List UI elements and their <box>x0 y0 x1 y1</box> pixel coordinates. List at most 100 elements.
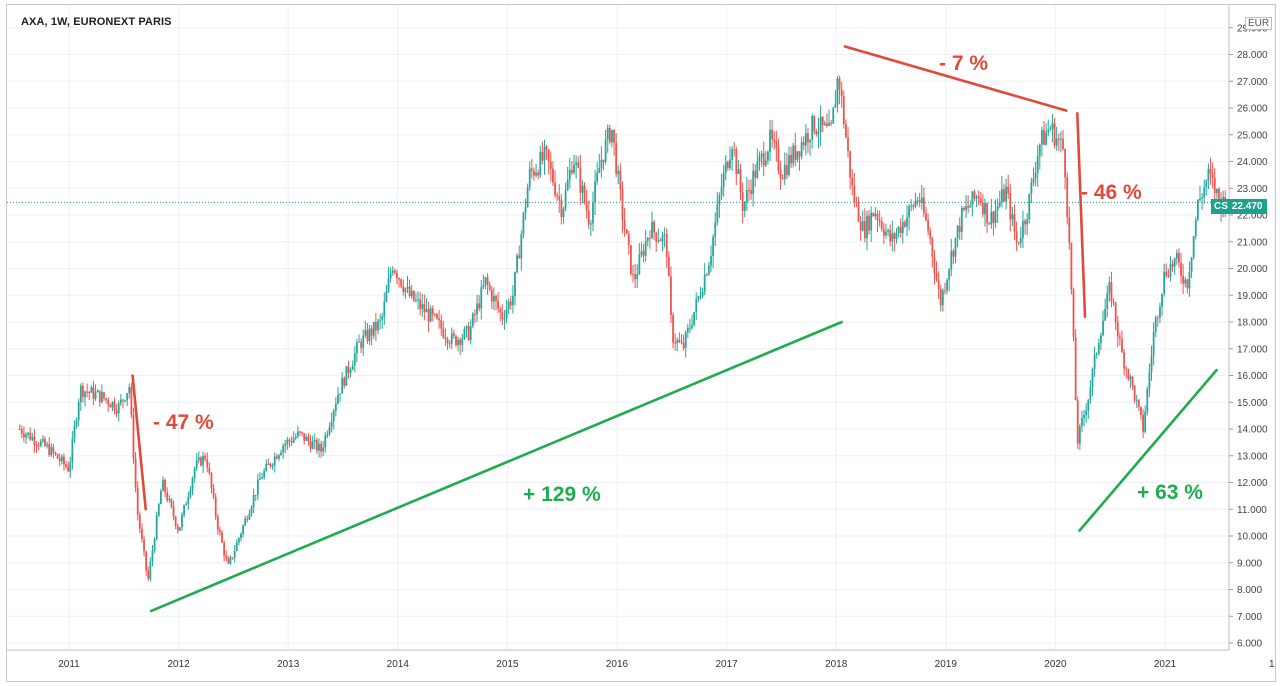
candle-body <box>301 432 304 434</box>
candle-body <box>448 343 451 345</box>
y-tick-label: 27.000 <box>1237 77 1268 88</box>
candle-body <box>442 328 445 338</box>
candle-body <box>452 333 455 336</box>
candle-body <box>731 149 733 160</box>
candle-body <box>916 200 919 202</box>
y-tick-label: 26.000 <box>1237 104 1268 115</box>
candle-body <box>1194 219 1197 237</box>
candle-body <box>151 550 154 563</box>
candle-body <box>897 227 900 234</box>
candle-body <box>389 272 392 279</box>
candle-body <box>425 308 428 313</box>
candle-body <box>598 168 601 173</box>
candle-body <box>1089 386 1092 400</box>
candle-body <box>611 129 613 143</box>
candle-body <box>615 142 618 175</box>
price-chart[interactable]: 6.000 7.000 8.000 9.000 10.000 11.000 12.000 13… <box>7 5 1275 681</box>
x-tick-label: 2013 <box>277 659 300 670</box>
candle-body <box>94 392 97 399</box>
candle-body <box>493 296 495 302</box>
candle-body <box>212 488 215 498</box>
candle-body <box>1182 275 1185 284</box>
candle-body <box>693 312 696 325</box>
y-tick-label: 15.000 <box>1237 398 1268 409</box>
candle-body <box>718 195 721 205</box>
candle-body <box>573 164 575 173</box>
candle-body <box>651 221 653 239</box>
candle-body <box>1142 415 1144 432</box>
candle-body <box>539 152 542 176</box>
candle-body <box>44 438 46 446</box>
candle-body <box>162 479 164 491</box>
candle-body <box>282 445 285 453</box>
candle-body <box>815 131 818 134</box>
candle-body <box>748 190 750 192</box>
candle-body <box>640 251 643 255</box>
candle-body <box>1205 180 1208 188</box>
candle-body <box>134 458 137 488</box>
candle-body <box>1131 376 1134 386</box>
y-tick-label: 12.000 <box>1237 478 1268 489</box>
candle-body <box>33 436 36 445</box>
candle-body <box>568 169 571 180</box>
candle-body <box>1024 220 1026 225</box>
candle-body <box>1055 138 1058 146</box>
candle-body <box>417 299 419 301</box>
candle-body <box>956 225 959 238</box>
candle-body <box>128 387 131 394</box>
candle-body <box>931 238 934 257</box>
candle-body <box>362 335 365 348</box>
x-tick-label: 2019 <box>935 659 958 670</box>
candle-body <box>979 198 982 203</box>
candle-body <box>914 200 917 207</box>
candle-body <box>800 142 803 157</box>
candle-body <box>315 439 318 451</box>
candle-body <box>210 473 213 489</box>
y-tick-label: 25.000 <box>1237 130 1268 141</box>
candle-body <box>912 205 915 207</box>
candle-body <box>509 301 512 306</box>
candle-body <box>467 326 470 341</box>
candle-body <box>954 237 957 257</box>
candle-body <box>25 434 27 438</box>
candle-body <box>1123 352 1126 369</box>
candle-body <box>602 159 605 162</box>
candle-body <box>387 278 390 292</box>
candle-body <box>398 278 400 280</box>
candle-body <box>69 462 72 472</box>
candle-body <box>503 318 506 320</box>
candle-body <box>1108 282 1111 293</box>
candle-body <box>560 199 563 218</box>
candle-body <box>644 241 647 256</box>
candle-body <box>1095 353 1098 355</box>
candle-body <box>225 555 228 559</box>
candle-body <box>1171 263 1174 267</box>
candle-body <box>963 207 965 210</box>
candle-body <box>665 234 668 257</box>
candle-body <box>197 457 200 461</box>
candle-body <box>636 273 639 280</box>
candle-body <box>1156 317 1159 319</box>
candle-body <box>537 172 540 176</box>
candle-body <box>37 445 40 447</box>
candle-body <box>646 237 649 242</box>
candle-body <box>18 429 21 430</box>
candle-body <box>1106 292 1109 309</box>
candle-body <box>229 557 232 564</box>
candle-body <box>971 191 974 206</box>
candle-body <box>927 220 929 231</box>
candle-body <box>705 274 708 276</box>
candle-body <box>431 308 434 315</box>
candle-body <box>701 291 704 297</box>
candle-body <box>385 291 388 302</box>
candle-body <box>589 223 592 225</box>
candle-body <box>41 438 44 442</box>
candle-body <box>351 365 354 370</box>
candle-body <box>1017 241 1020 244</box>
candle-body <box>627 233 630 246</box>
candle-body <box>794 145 797 160</box>
candle-body <box>446 338 449 344</box>
candle-body <box>164 479 167 493</box>
y-tick-label: 24.000 <box>1237 157 1268 168</box>
candle-body <box>455 335 457 346</box>
